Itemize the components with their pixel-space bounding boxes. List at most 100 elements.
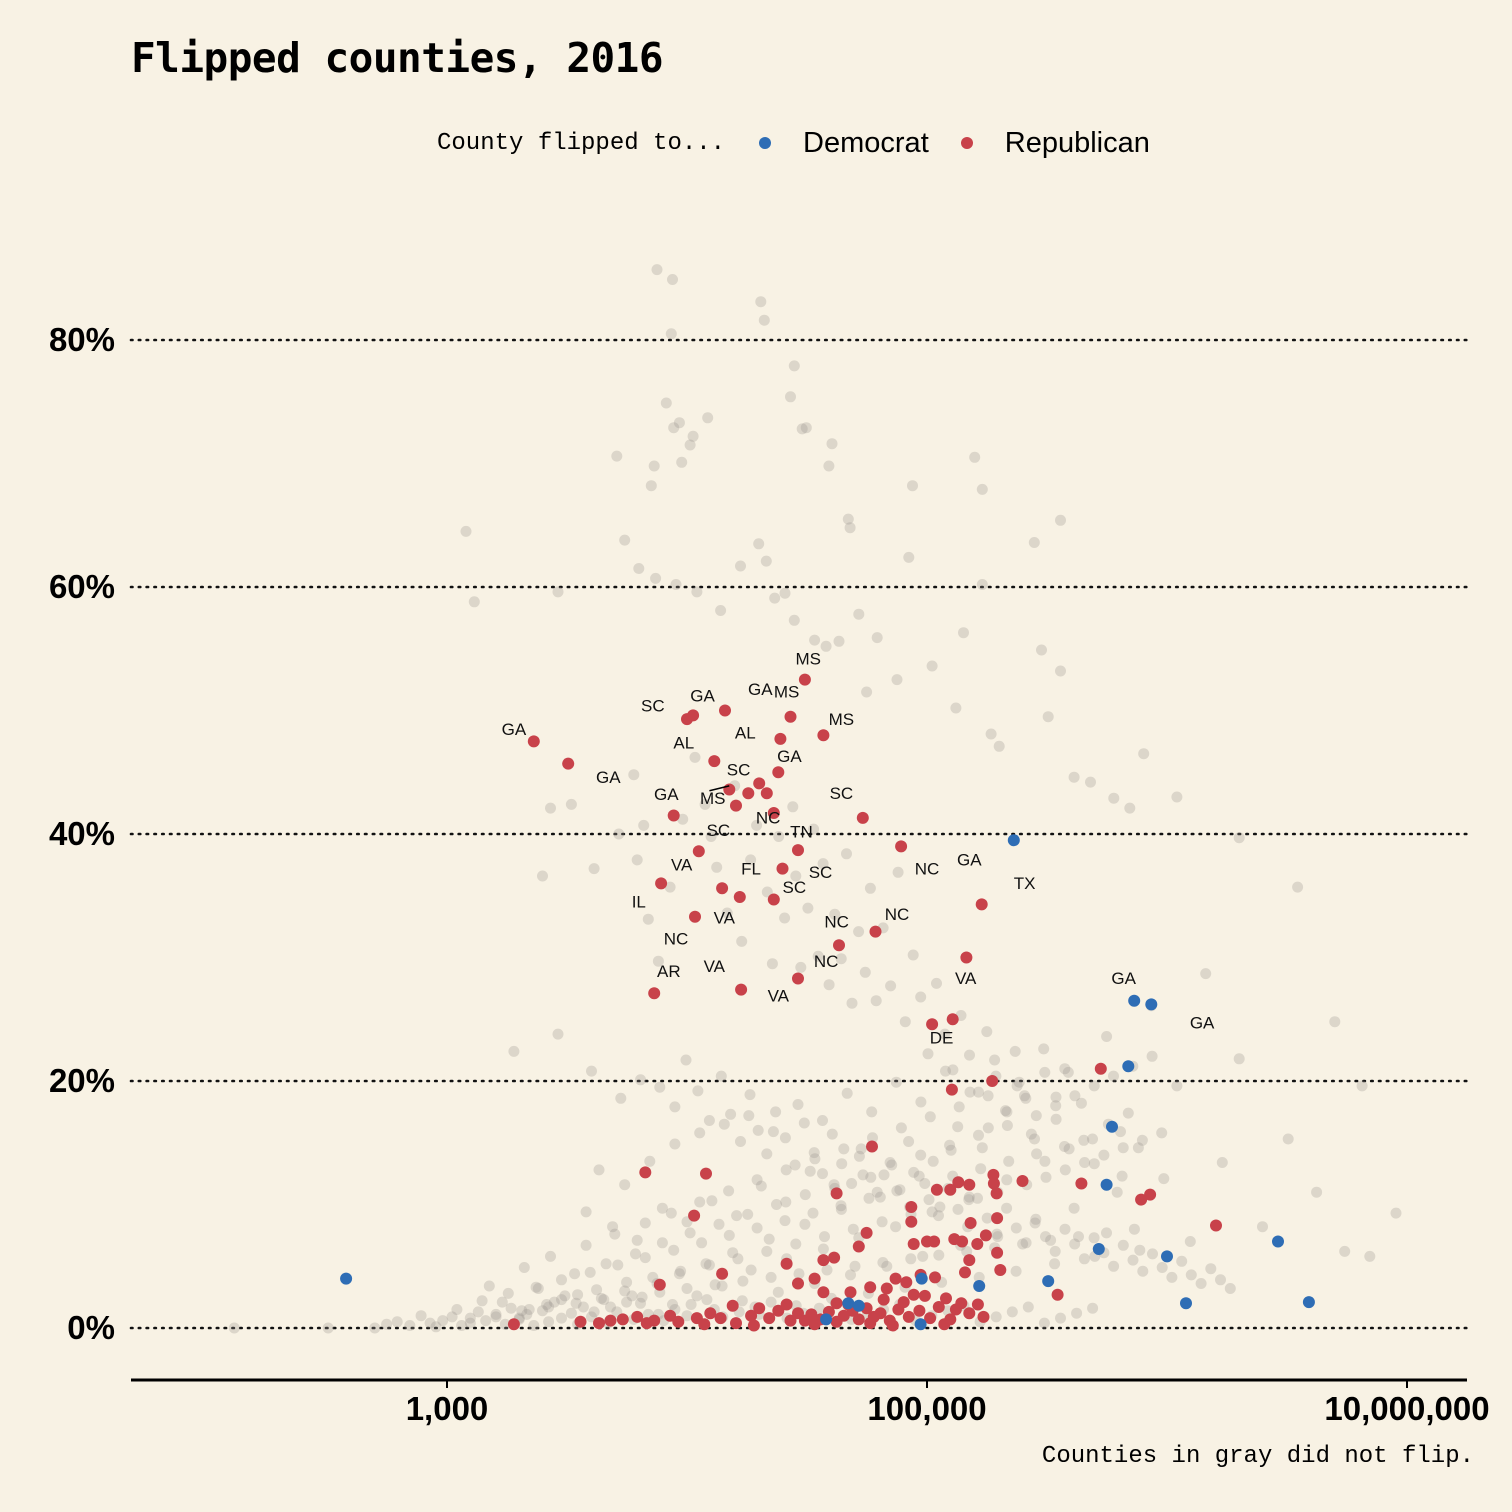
point-not-flipped-135	[633, 563, 645, 574]
point-not-flipped-322	[684, 1227, 696, 1239]
point-not-flipped-369	[1136, 1134, 1148, 1146]
point-not-flipped-470	[737, 1275, 749, 1287]
state-label-17: TN	[790, 822, 813, 841]
point-not-flipped-5	[404, 1320, 416, 1331]
point-republican-120	[852, 1313, 865, 1326]
point-republican-21	[895, 840, 908, 853]
point-not-flipped-230	[1019, 1090, 1030, 1102]
point-republican-11	[760, 787, 773, 800]
point-not-flipped-287	[1069, 1238, 1081, 1250]
point-not-flipped-301	[1205, 1263, 1217, 1275]
point-not-flipped-190	[736, 935, 748, 947]
point-not-flipped-408	[1025, 1128, 1037, 1140]
point-not-flipped-205	[829, 908, 841, 920]
point-not-flipped-38	[667, 1299, 678, 1310]
point-not-flipped-41	[691, 1290, 703, 1302]
point-not-flipped-134	[619, 534, 631, 546]
point-not-flipped-65	[908, 1166, 920, 1178]
point-not-flipped-11	[456, 1320, 468, 1331]
point-not-flipped-378	[656, 1202, 668, 1214]
point-not-flipped-169	[1233, 832, 1245, 844]
state-label-9: AL	[735, 723, 756, 742]
point-republican-38	[986, 1075, 999, 1087]
point-not-flipped-196	[779, 912, 791, 924]
point-not-flipped-1	[322, 1322, 334, 1334]
state-label-31: VA	[704, 957, 726, 976]
point-not-flipped-90	[1158, 1173, 1170, 1185]
state-label-3: GA	[690, 686, 715, 705]
point-not-flipped-278	[981, 1212, 993, 1224]
point-not-flipped-411	[1062, 1066, 1074, 1078]
point-republican-111	[784, 1314, 797, 1327]
point-not-flipped-179	[638, 819, 650, 831]
point-republican-39	[1094, 1062, 1107, 1075]
x-tick-label-2: 10,000,000	[1324, 1390, 1490, 1427]
point-not-flipped-8	[430, 1321, 442, 1333]
point-republican-58	[991, 1212, 1004, 1225]
point-not-flipped-127	[842, 513, 854, 525]
point-republican-96	[604, 1314, 617, 1327]
point-not-flipped-2	[369, 1322, 381, 1334]
point-not-flipped-333	[790, 1238, 802, 1250]
point-not-flipped-313	[600, 1258, 612, 1270]
point-republican-76	[889, 1272, 902, 1285]
point-not-flipped-338	[838, 1143, 850, 1155]
point-not-flipped-161	[993, 740, 1005, 752]
point-not-flipped-44	[716, 1280, 728, 1292]
point-not-flipped-165	[1108, 792, 1120, 804]
point-not-flipped-14	[480, 1315, 492, 1327]
point-not-flipped-158	[926, 660, 938, 672]
point-republican-28	[869, 925, 882, 938]
point-not-flipped-235	[1075, 1097, 1087, 1109]
point-not-flipped-9	[437, 1315, 449, 1327]
point-not-flipped-461	[612, 1259, 624, 1271]
point-not-flipped-167	[1138, 748, 1150, 760]
point-not-flipped-351	[963, 1194, 975, 1206]
point-not-flipped-163	[1068, 771, 1080, 783]
point-not-flipped-292	[1117, 1239, 1129, 1251]
point-not-flipped-394	[853, 1150, 865, 1162]
point-not-flipped-490	[1017, 1238, 1029, 1250]
point-not-flipped-373	[593, 1164, 605, 1176]
point-not-flipped-74	[992, 1231, 1004, 1243]
point-republican-109	[763, 1312, 776, 1325]
point-not-flipped-7	[424, 1317, 436, 1329]
point-not-flipped-108	[651, 264, 663, 276]
point-republican-8	[742, 787, 755, 800]
point-not-flipped-22	[543, 1316, 555, 1328]
point-not-flipped-146	[809, 634, 821, 646]
point-republican-49	[987, 1177, 1000, 1190]
state-label-4: GA	[748, 680, 773, 699]
point-republican-16	[784, 710, 797, 723]
point-republican-146	[949, 1303, 962, 1316]
point-not-flipped-147	[820, 640, 832, 652]
point-republican-94	[574, 1315, 587, 1328]
state-label-12: GA	[654, 785, 679, 804]
point-not-flipped-484	[933, 1249, 945, 1261]
point-not-flipped-277	[972, 1192, 983, 1204]
point-not-flipped-47	[745, 1264, 757, 1276]
point-republican-90	[907, 1288, 920, 1301]
point-republican-74	[808, 1272, 821, 1285]
point-not-flipped-96	[1257, 1221, 1268, 1233]
point-not-flipped-116	[684, 439, 696, 451]
point-not-flipped-79	[1039, 1155, 1051, 1167]
point-not-flipped-293	[1127, 1254, 1139, 1266]
point-democrat-17	[1272, 1235, 1284, 1248]
point-not-flipped-103	[460, 525, 472, 537]
point-not-flipped-479	[863, 1192, 875, 1204]
point-not-flipped-118	[702, 412, 714, 424]
point-not-flipped-32	[619, 1285, 631, 1297]
point-not-flipped-265	[855, 1143, 867, 1155]
point-republican-71	[907, 1238, 920, 1250]
point-not-flipped-104	[468, 596, 480, 608]
point-republican-10	[753, 777, 766, 790]
point-republican-86	[817, 1286, 830, 1299]
point-not-flipped-284	[1040, 1231, 1051, 1243]
chart-title: Flipped counties, 2016	[131, 34, 664, 82]
point-not-flipped-271	[913, 1170, 925, 1182]
point-not-flipped-341	[867, 1132, 878, 1144]
point-not-flipped-138	[691, 586, 703, 598]
point-republican-79	[929, 1271, 941, 1284]
point-not-flipped-203	[817, 858, 829, 870]
